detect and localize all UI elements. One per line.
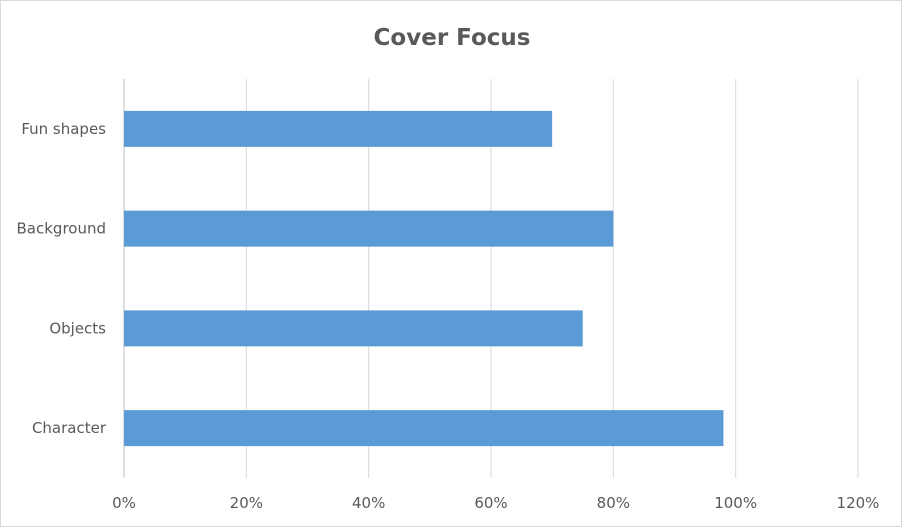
bar-character [124, 410, 724, 447]
bar-fun-shapes [124, 110, 553, 147]
x-tick-label: 20% [230, 494, 263, 512]
bar-background [124, 210, 614, 247]
x-tick-label: 120% [837, 494, 880, 512]
y-tick-label: Objects [49, 319, 106, 337]
bar-objects [124, 310, 583, 347]
y-tick-label: Character [32, 419, 107, 437]
x-tick-label: 80% [597, 494, 630, 512]
x-tick-label: 0% [112, 494, 136, 512]
chart-title: Cover Focus [374, 25, 531, 51]
x-tick-label: 60% [474, 494, 507, 512]
y-tick-label: Fun shapes [21, 120, 106, 138]
y-tick-label: Background [17, 220, 107, 238]
x-tick-label: 40% [352, 494, 385, 512]
x-tick-label: 100% [714, 494, 757, 512]
